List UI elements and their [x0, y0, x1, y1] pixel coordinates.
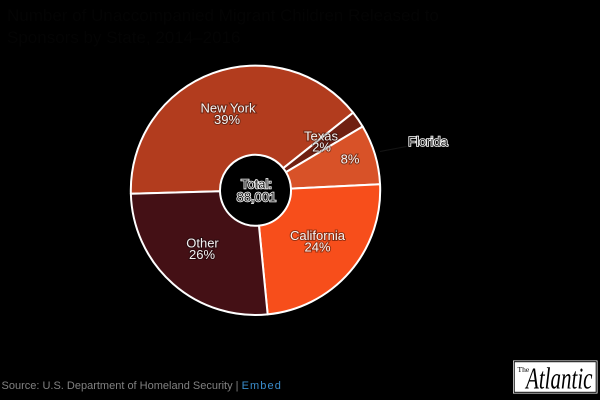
svg-text:New York: New York — [201, 101, 256, 116]
svg-text:Other: Other — [186, 235, 219, 250]
svg-text:Sponsors by State, 2014–2016: Sponsors by State, 2014–2016 — [7, 28, 240, 47]
svg-text:2%: 2% — [312, 139, 331, 154]
svg-text:24%: 24% — [304, 240, 330, 255]
svg-text:26%: 26% — [189, 247, 215, 262]
svg-text:8%: 8% — [341, 152, 360, 167]
svg-text:Total:: Total: — [241, 177, 272, 192]
svg-text:Source: U.S. Department of Hom: Source: U.S. Department of Homeland Secu… — [2, 380, 282, 392]
svg-text:Texas: Texas — [304, 128, 338, 143]
svg-text:California: California — [290, 228, 346, 243]
svg-text:39%: 39% — [214, 112, 240, 127]
svg-text:Number of Unaccompanied Migran: Number of Unaccompanied Migrant Children… — [7, 6, 439, 25]
svg-text:Atlantic: Atlantic — [525, 361, 593, 396]
svg-text:The: The — [518, 365, 530, 374]
svg-text:88,001: 88,001 — [237, 190, 277, 205]
svg-text:Florida: Florida — [408, 134, 449, 149]
